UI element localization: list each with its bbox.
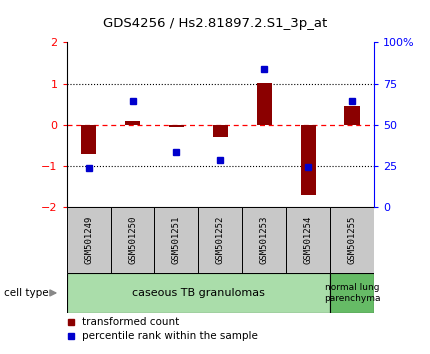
- Text: GSM501253: GSM501253: [260, 216, 269, 264]
- Bar: [257, 83, 272, 125]
- Text: transformed count: transformed count: [82, 317, 179, 327]
- Text: GSM501254: GSM501254: [304, 216, 313, 264]
- Bar: [67, 207, 111, 273]
- Bar: [154, 207, 198, 273]
- Bar: [111, 207, 154, 273]
- Text: GSM501255: GSM501255: [347, 216, 356, 264]
- Text: normal lung
parenchyma: normal lung parenchyma: [324, 283, 381, 303]
- Bar: [125, 121, 140, 125]
- Bar: [286, 207, 330, 273]
- Text: GSM501249: GSM501249: [84, 216, 93, 264]
- Text: percentile rank within the sample: percentile rank within the sample: [82, 331, 258, 341]
- Bar: [301, 125, 316, 195]
- Bar: [67, 273, 330, 313]
- Text: GSM501250: GSM501250: [128, 216, 137, 264]
- Bar: [81, 125, 96, 154]
- Text: caseous TB granulomas: caseous TB granulomas: [132, 288, 265, 298]
- Bar: [198, 207, 243, 273]
- Bar: [243, 207, 286, 273]
- Bar: [344, 106, 360, 125]
- Bar: [213, 125, 228, 137]
- Text: GDS4256 / Hs2.81897.2.S1_3p_at: GDS4256 / Hs2.81897.2.S1_3p_at: [103, 17, 327, 29]
- Bar: [330, 273, 374, 313]
- Text: GSM501252: GSM501252: [216, 216, 225, 264]
- Bar: [330, 207, 374, 273]
- Text: cell type: cell type: [4, 288, 49, 298]
- Bar: [169, 125, 184, 127]
- Text: GSM501251: GSM501251: [172, 216, 181, 264]
